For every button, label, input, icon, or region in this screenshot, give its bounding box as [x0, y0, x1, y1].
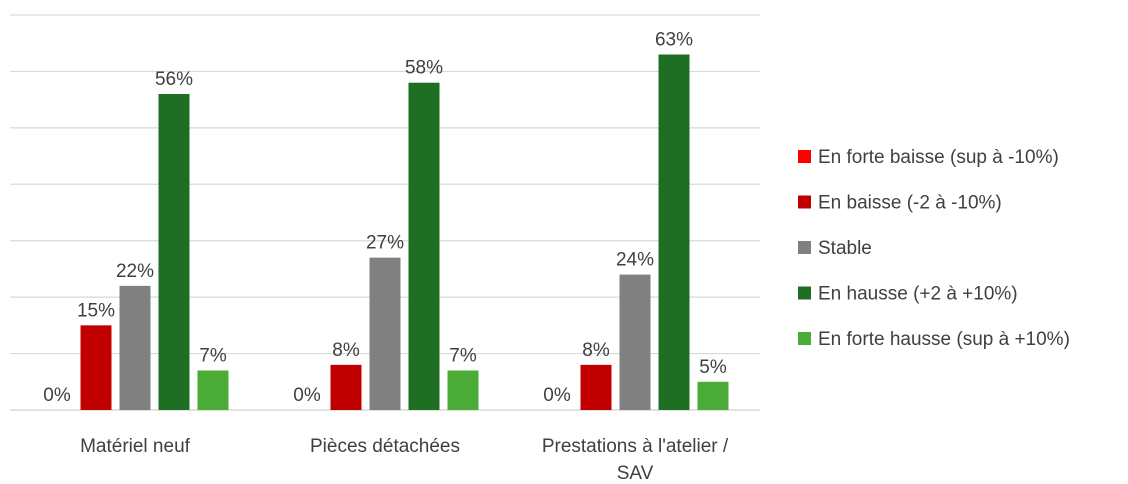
bar	[408, 82, 440, 410]
bar	[330, 364, 362, 410]
bar	[658, 54, 690, 410]
bar	[580, 364, 612, 410]
category-label: Matériel neuf	[80, 436, 191, 457]
legend-swatch	[798, 241, 811, 254]
legend-swatch	[798, 195, 811, 209]
bar	[119, 285, 151, 410]
data-label: 8%	[332, 340, 360, 361]
bar	[80, 325, 112, 410]
data-label: 0%	[293, 385, 321, 406]
data-label: 56%	[155, 69, 193, 90]
data-label: 15%	[77, 300, 115, 321]
bar	[197, 370, 229, 410]
category-labels: Matériel neuf Pièces détachées Prestations…	[80, 436, 729, 484]
data-label: 22%	[116, 261, 154, 282]
bar	[697, 381, 729, 410]
category-label: Prestations à l'atelier /	[542, 436, 729, 457]
legend-entry: En forte hausse (sup à +10%)	[818, 329, 1070, 350]
data-label: 58%	[405, 58, 443, 79]
legend-entry: En baisse (-2 à -10%)	[818, 193, 1002, 214]
data-label: 27%	[366, 233, 404, 254]
legend-entry: En hausse (+2 à +10%)	[818, 284, 1018, 305]
data-label: 7%	[449, 346, 477, 367]
legend-entry: En forte baisse (sup à -10%)	[818, 147, 1059, 168]
data-label: 8%	[582, 340, 610, 361]
bars	[80, 54, 729, 410]
data-labels: 0% 15%22% 56% 7% 0% 8% 27% 58% 7% 0% 8% 24% 63% 5%	[43, 30, 727, 407]
data-label: 7%	[199, 346, 227, 367]
bar	[369, 257, 401, 410]
bar	[158, 94, 190, 410]
data-label: 5%	[699, 357, 727, 378]
data-label: 0%	[543, 385, 571, 406]
legend-entry: Stable	[818, 238, 872, 259]
legend-swatch	[798, 286, 811, 300]
data-label: 63%	[655, 30, 693, 51]
data-label: 0%	[43, 385, 71, 406]
legend-swatch	[798, 332, 811, 345]
legend: En forte baisse (sup à -10%) En baisse (-…	[798, 147, 1070, 350]
bar	[447, 370, 479, 410]
bar	[619, 274, 651, 410]
legend-swatch	[798, 150, 811, 163]
category-label: Pièces détachées	[310, 436, 460, 457]
category-label: SAV	[617, 463, 654, 484]
data-label: 24%	[616, 250, 654, 271]
